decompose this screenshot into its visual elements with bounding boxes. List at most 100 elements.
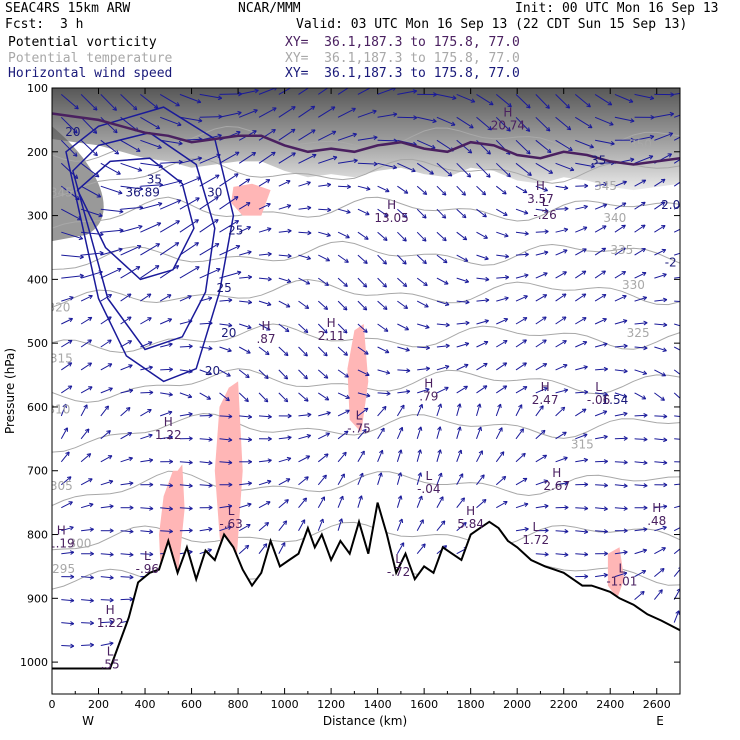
wind-vector-head bbox=[609, 101, 613, 106]
wind-vector bbox=[357, 450, 365, 463]
wind-vector bbox=[80, 295, 93, 302]
wind-vector-head bbox=[345, 306, 348, 311]
wind-vector-head bbox=[528, 127, 531, 132]
wind-vector-head bbox=[319, 518, 324, 522]
wind-vector-head bbox=[603, 204, 608, 208]
wind-vector-head bbox=[92, 108, 98, 111]
wind-vector-head bbox=[439, 426, 442, 431]
wind-vector bbox=[555, 208, 569, 210]
wind-vector-head bbox=[89, 642, 94, 646]
wind-vector bbox=[298, 129, 316, 141]
wind-vector-head bbox=[248, 414, 253, 418]
wind-vector-head bbox=[459, 426, 462, 431]
wind-vector-head bbox=[346, 410, 350, 414]
pv-extremum-marker: H bbox=[652, 501, 661, 515]
wind-vector-head bbox=[442, 545, 447, 547]
wind-speed-label: 20 bbox=[221, 326, 236, 340]
wind-vector bbox=[317, 369, 329, 379]
wind-vector-head bbox=[501, 475, 506, 478]
wind-vector-head bbox=[70, 621, 75, 625]
wind-vector-head bbox=[149, 391, 154, 395]
wind-vector bbox=[120, 576, 134, 578]
wind-vector bbox=[555, 457, 568, 463]
wind-vector-head bbox=[524, 339, 527, 344]
wind-vector-head bbox=[326, 432, 331, 437]
wind-vector bbox=[595, 139, 615, 145]
wind-vector-head bbox=[623, 551, 628, 555]
wind-vector bbox=[535, 162, 553, 174]
wind-vector-head bbox=[524, 253, 529, 257]
wind-vector bbox=[456, 185, 466, 196]
wind-vector-head bbox=[413, 115, 418, 119]
wind-vector-head bbox=[333, 131, 337, 135]
wind-vector bbox=[456, 322, 470, 325]
wind-vector bbox=[61, 231, 83, 240]
wind-vector bbox=[258, 203, 271, 210]
wind-vector bbox=[219, 323, 233, 327]
wind-vector-head bbox=[484, 258, 489, 261]
wind-vector-head bbox=[287, 413, 292, 417]
wind-speed-label: 20 bbox=[205, 364, 220, 378]
wind-vector bbox=[140, 293, 152, 302]
wind-vector-head bbox=[79, 235, 84, 240]
wind-vector-head bbox=[306, 181, 311, 183]
wind-vector-head bbox=[584, 575, 589, 579]
wind-vector bbox=[397, 323, 409, 331]
wind-vector-head bbox=[129, 505, 134, 509]
wind-vector bbox=[337, 133, 357, 141]
wind-vector bbox=[436, 208, 447, 219]
wind-vector-head bbox=[307, 205, 312, 209]
wind-vector-head bbox=[247, 524, 251, 529]
wind-vector-head bbox=[564, 506, 569, 510]
wind-vector bbox=[337, 323, 348, 334]
wind-vector-head bbox=[543, 316, 547, 321]
wind-vector-head bbox=[643, 528, 648, 532]
wind-vector bbox=[337, 518, 343, 531]
wind-vector bbox=[377, 450, 383, 462]
wind-vector-head bbox=[643, 272, 647, 277]
wind-vector-head bbox=[488, 150, 491, 155]
wind-vector bbox=[298, 300, 309, 309]
wind-vector-head bbox=[683, 227, 685, 230]
wind-vector-head bbox=[80, 275, 84, 279]
wind-vector bbox=[496, 340, 508, 348]
wind-vector-head bbox=[188, 295, 192, 300]
wind-vector-head bbox=[373, 136, 378, 141]
x-tick-label: 2200 bbox=[550, 698, 578, 711]
wind-vector-head bbox=[604, 436, 608, 440]
wind-vector-head bbox=[400, 495, 403, 500]
wind-vector-head bbox=[683, 460, 687, 462]
wind-vector bbox=[654, 132, 673, 141]
wind-vector-head bbox=[484, 319, 489, 321]
wind-vector-head bbox=[285, 520, 288, 525]
wind-vector-head bbox=[292, 106, 296, 111]
pv-extremum-marker: H bbox=[536, 179, 545, 193]
wind-vector-head bbox=[307, 230, 312, 234]
wind-vector-head bbox=[402, 216, 408, 218]
wind-vector bbox=[81, 576, 94, 579]
wind-vector bbox=[337, 277, 348, 287]
wind-vector-head bbox=[129, 531, 134, 534]
wind-vector bbox=[654, 323, 668, 326]
wind-vector-head bbox=[228, 482, 233, 486]
wind-vector-head bbox=[382, 285, 387, 288]
wind-vector bbox=[515, 452, 526, 463]
wind-vector-head bbox=[176, 220, 180, 225]
wind-speed-label: 35 bbox=[591, 154, 606, 168]
wind-vector-head bbox=[669, 111, 674, 115]
wind-vector-head bbox=[266, 479, 272, 482]
wind-vector bbox=[515, 94, 531, 109]
wind-vector-head bbox=[129, 340, 133, 345]
wind-vector bbox=[199, 528, 213, 532]
wind-vector bbox=[515, 339, 527, 348]
wind-vector-head bbox=[344, 430, 349, 433]
wind-vector-head bbox=[83, 404, 88, 408]
wind-vector-head bbox=[306, 258, 311, 260]
wind-vector-head bbox=[398, 426, 403, 431]
wind-vector-head bbox=[286, 351, 289, 356]
wind-vector-head bbox=[564, 249, 568, 254]
wind-vector-head bbox=[363, 331, 368, 333]
pv-extremum-value: 2.67 bbox=[543, 479, 570, 493]
wind-vector-head bbox=[149, 531, 154, 534]
wind-vector bbox=[377, 139, 398, 142]
